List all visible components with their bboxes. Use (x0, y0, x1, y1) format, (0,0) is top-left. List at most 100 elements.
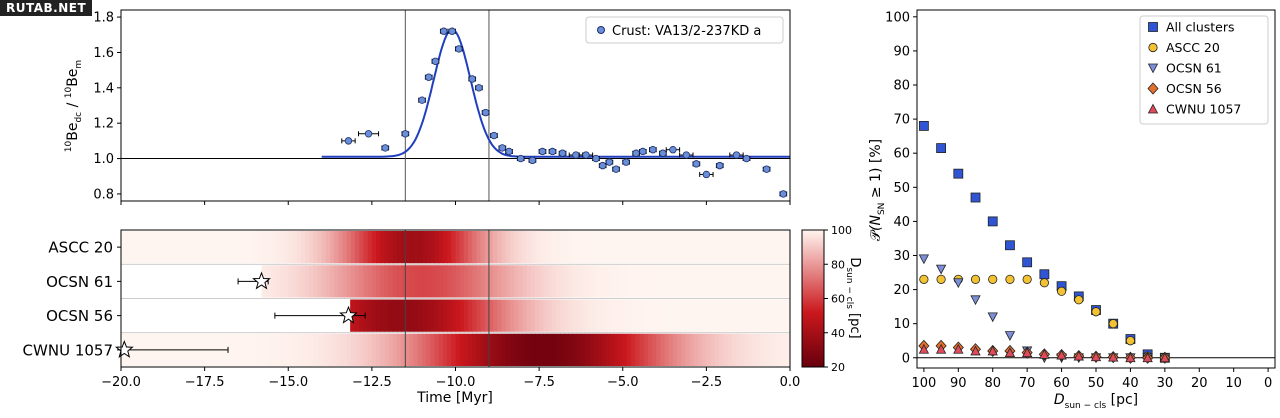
colorbar-gradient (801, 229, 825, 368)
heatmap-cell (292, 231, 298, 264)
heatmap-cell (288, 333, 294, 366)
heatmap-cell (551, 299, 557, 332)
probability-ytick-label: 10 (893, 317, 910, 332)
heatmap-cell (455, 333, 461, 366)
heatmap-cell (773, 265, 779, 298)
heatmap-cell (735, 265, 741, 298)
heatmap-cell (689, 265, 695, 298)
probability-point (987, 216, 998, 227)
heatmap-cell (597, 231, 603, 264)
heatmap-cell (618, 299, 624, 332)
heatmap-cell (392, 231, 398, 264)
heatmap-cell (480, 265, 486, 298)
probability-legend-label-3: OCSN 56 (1166, 81, 1222, 96)
heatmap-cell (254, 333, 260, 366)
heatmap-cell (380, 333, 386, 366)
heatmap-cell (589, 333, 595, 366)
probability-point (1108, 319, 1118, 329)
heatmap-cell (606, 333, 611, 366)
ratio-point-marker (598, 161, 607, 170)
ratio-y-label-main1: Be (65, 123, 81, 141)
heatmap-cell (626, 265, 632, 298)
ratio-y-label-sub1: dc (74, 112, 84, 123)
heatmap-cell (459, 299, 465, 332)
heatmap-cell (564, 265, 569, 298)
heatmap-cell (304, 265, 310, 298)
heatmap-cell (572, 333, 578, 366)
heatmap-cell (438, 231, 444, 264)
heatmap-cell (430, 231, 436, 264)
ratio-point-7 (439, 27, 448, 35)
ratio-point-marker (418, 96, 426, 104)
heatmap-cell (476, 265, 482, 298)
heatmap-cell (698, 299, 703, 332)
heatmap-cell (614, 231, 620, 264)
heatmap-cell (350, 231, 356, 264)
heatmap-cell (514, 299, 519, 332)
heatmap-cell (739, 299, 745, 332)
heatmap-cell (710, 265, 716, 298)
probability-point (918, 343, 930, 354)
heatmap-cell (284, 231, 289, 264)
heatmap-cell (384, 265, 390, 298)
heatmap-cell (459, 333, 465, 366)
heatmap-cell (664, 299, 670, 332)
heatmap-cell (514, 333, 519, 366)
heatmap-cell (154, 231, 160, 264)
heatmap-x-axis-label: Time [Myr] (416, 390, 493, 406)
probability-point (1005, 274, 1015, 284)
heatmap-cell (756, 265, 762, 298)
heatmap-cell (785, 333, 791, 366)
probability-legend-marker-4 (1147, 103, 1159, 114)
ratio-y-axis-label: 10Bedc / 10Bem (64, 60, 84, 152)
heatmap-cell (664, 265, 670, 298)
heatmap-cell (660, 333, 666, 366)
ratio-panel: 0.81.01.21.41.61.8 10Bedc / 10Bem Crust:… (64, 9, 791, 205)
ratio-point-marker (538, 147, 547, 156)
heatmap-cell (284, 265, 289, 298)
heatmap-cell (200, 231, 206, 264)
probability-x-label-unit: [pc] (1111, 392, 1139, 408)
probability-point (970, 295, 981, 306)
probability-legend-label-0: All clusters (1166, 20, 1235, 35)
colorbar-ticks: 100 80 60 40 20 (824, 224, 852, 374)
probability-point (1090, 351, 1102, 362)
heatmap-cell (781, 299, 787, 332)
heatmap-cell (472, 265, 478, 298)
heatmap-cell (476, 299, 482, 332)
heatmap-cell (497, 299, 503, 332)
heatmap-cell (325, 333, 331, 366)
heatmap-cell (455, 231, 461, 264)
probability-point (935, 264, 947, 275)
ratio-point-22 (578, 151, 594, 159)
heatmap-cell (279, 265, 285, 298)
heatmap-cell (568, 333, 574, 366)
probability-ytick-label: 60 (893, 147, 910, 162)
heatmap-cell (572, 231, 578, 264)
probability-point (936, 143, 946, 153)
ratio-point-14 (498, 144, 507, 152)
heatmap-star-1 (274, 305, 366, 324)
probability-point (953, 343, 964, 354)
heatmap-xtick-label: −12.5 (352, 375, 392, 390)
heatmap-cell (752, 231, 758, 264)
heatmap-cell (606, 265, 611, 298)
heatmap-cell (631, 299, 636, 332)
heatmap-cell (317, 231, 323, 264)
heatmap-star-marker (252, 271, 271, 290)
heatmap-cell (668, 299, 674, 332)
heatmap-cell (141, 231, 147, 264)
ratio-point-marker (592, 154, 600, 163)
heatmap-cell (718, 265, 724, 298)
heatmap-x-ticks: −20.0 −17.5 −15.0 −12.5 −10.0 −7.5 −5.0 −2.5 0.0 (101, 367, 800, 390)
heatmap-cell (672, 231, 678, 264)
probability-point (935, 343, 947, 354)
ratio-point-marker (632, 149, 640, 157)
heatmap-cell (413, 231, 419, 264)
heatmap-cell (246, 333, 252, 366)
heatmap-cell (760, 265, 766, 298)
heatmap-cell (539, 231, 544, 264)
ratio-point-marker (605, 158, 614, 166)
heatmap-cell (309, 231, 314, 264)
